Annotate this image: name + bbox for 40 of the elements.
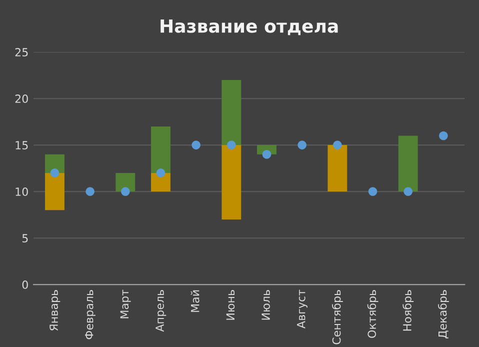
x-tick-label: Октябрь (367, 290, 378, 338)
y-tick-label: 5 (22, 234, 28, 242)
point (50, 168, 60, 178)
x-tick-label: Сентябрь (332, 290, 343, 344)
x-tick-label: Апрель (156, 290, 166, 332)
x-tick-label: Июнь (226, 290, 235, 320)
y-tick-label: 15 (16, 141, 28, 150)
point (298, 140, 306, 150)
y-tick-label: 0 (22, 280, 28, 289)
x-tick-label: Май (190, 290, 200, 312)
bar (222, 80, 242, 146)
x-tick-label: Март (120, 290, 131, 318)
y-tick-label: 20 (15, 94, 28, 103)
y-tick-label: 10 (16, 188, 28, 196)
bar (398, 136, 418, 192)
point (262, 150, 272, 159)
x-tick-label: Август (297, 290, 308, 328)
point (192, 140, 200, 150)
chart-title: Название отдела (160, 19, 338, 36)
x-tick-label: Декабрь (438, 290, 449, 338)
x-tick-label: Февраль (85, 290, 96, 340)
point (368, 187, 378, 196)
point (86, 187, 94, 196)
point (121, 187, 130, 196)
point (333, 140, 342, 150)
bar (116, 172, 136, 192)
bar (151, 126, 170, 173)
point (404, 187, 412, 196)
bar (222, 145, 242, 220)
point (227, 140, 236, 150)
bar (45, 172, 64, 210)
bar (45, 154, 64, 173)
bar (151, 172, 170, 192)
x-tick-label: Ноябрь (402, 290, 414, 331)
bar (328, 145, 348, 192)
y-tick-label: 25 (15, 48, 28, 56)
x-tick-label: Январь (50, 290, 60, 331)
x-tick-label: Июль (262, 290, 270, 320)
point (156, 168, 166, 178)
point (439, 131, 448, 140)
